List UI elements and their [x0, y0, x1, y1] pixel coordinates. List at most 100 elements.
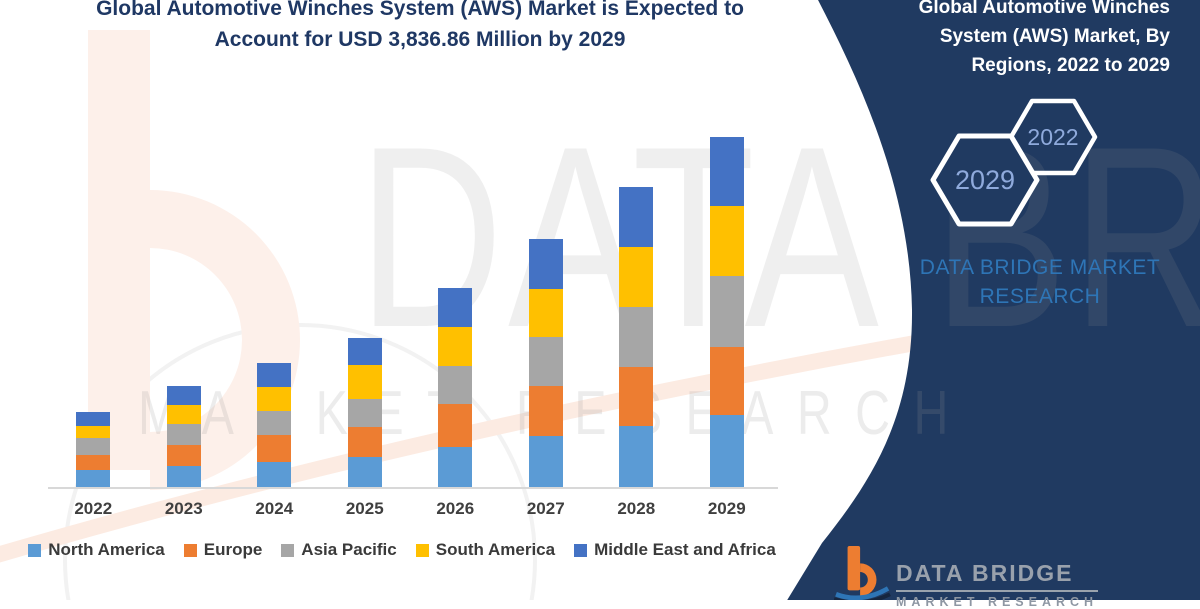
segment-europe-2024	[257, 435, 292, 462]
bar-slot-2023	[139, 130, 230, 487]
x-axis-label-2023: 2023	[164, 499, 203, 518]
segment-middle-east-and-africa-2024	[257, 362, 292, 388]
segment-europe-2023	[166, 444, 201, 466]
x-axis-label-2028: 2028	[617, 499, 656, 518]
bar-slot-2027	[501, 130, 592, 487]
right-panel-path	[787, 0, 1200, 600]
legend-label-europe: Europe	[203, 540, 263, 559]
segment-north-america-2028	[619, 425, 654, 487]
segment-middle-east-and-africa-2023	[166, 386, 201, 405]
panel-brand-line2: RESEARCH	[979, 285, 1101, 308]
legend-swatch-asia-pacific	[281, 543, 295, 557]
bar-slot-2029	[682, 130, 773, 487]
segment-south-america-2023	[166, 404, 201, 424]
legend-swatch-middle-east-and-africa	[574, 543, 588, 557]
segment-south-america-2029	[709, 206, 744, 276]
segment-north-america-2023	[166, 466, 201, 487]
legend-swatch-south-america	[415, 543, 429, 557]
legend-label-north-america: North America	[48, 540, 165, 559]
segment-asia-pacific-2028	[619, 306, 654, 368]
segment-asia-pacific-2029	[709, 275, 744, 348]
segment-asia-pacific-2022	[76, 438, 111, 455]
bar-slot-2026	[410, 130, 501, 487]
footer-brand-subtitle: MARKET RESEARCH	[896, 595, 1099, 609]
segment-middle-east-and-africa-2027	[528, 238, 563, 290]
panel-title-line2: System (AWS) Market, By	[939, 26, 1170, 47]
stacked-bar-2029	[709, 136, 744, 487]
chart-title-line1: Global Automotive Winches System (AWS) M…	[96, 0, 744, 20]
segment-asia-pacific-2026	[438, 366, 473, 405]
stacked-bar-chart	[48, 130, 772, 487]
watermark-circle	[63, 323, 537, 600]
segment-europe-2025	[347, 427, 382, 457]
chart-title-line2: Account for USD 3,836.86 Million by 2029	[214, 28, 626, 51]
panel-title: Global Automotive Winches System (AWS) M…	[860, 0, 1170, 80]
footer-brand-block: DATA BRIDGE MARKET RESEARCH	[896, 560, 1099, 609]
segment-south-america-2024	[257, 387, 292, 411]
segment-north-america-2025	[347, 456, 382, 487]
stacked-bar-2028	[619, 187, 654, 487]
legend-label-middle-east-and-africa: Middle East and Africa	[594, 540, 776, 559]
panel-title-line3: Regions, 2022 to 2029	[971, 55, 1170, 76]
segment-north-america-2027	[528, 435, 563, 487]
stacked-bar-2025	[347, 337, 382, 487]
segment-middle-east-and-africa-2028	[619, 187, 654, 247]
x-axis-label-2029: 2029	[707, 499, 746, 518]
segment-asia-pacific-2027	[528, 337, 563, 386]
segment-south-america-2028	[619, 246, 654, 307]
x-axis-label-2025: 2025	[345, 499, 384, 518]
segment-south-america-2022	[76, 425, 111, 439]
bar-slot-2025	[320, 130, 411, 487]
x-axis-label-2022: 2022	[74, 499, 113, 518]
year-hexagons: 2022 2029	[930, 98, 1098, 227]
segment-middle-east-and-africa-2029	[709, 136, 744, 207]
segment-europe-2022	[76, 454, 111, 470]
stacked-bar-2027	[528, 238, 563, 487]
segment-middle-east-and-africa-2025	[347, 337, 382, 365]
footer-logo-icon	[834, 546, 891, 600]
footer-logo-b-stem	[847, 546, 861, 591]
x-axis-label-2027: 2027	[526, 499, 565, 518]
segment-asia-pacific-2023	[166, 423, 201, 445]
bar-slot-2024	[229, 130, 320, 487]
segment-south-america-2026	[438, 327, 473, 367]
legend-item-asia-pacific: Asia Pacific	[281, 540, 397, 560]
legend-item-middle-east-and-africa: Middle East and Africa	[574, 540, 776, 560]
segment-north-america-2022	[76, 469, 111, 487]
x-axis-line	[48, 487, 778, 489]
segment-europe-2027	[528, 385, 563, 436]
segment-north-america-2029	[709, 415, 744, 487]
footer-logo-b-bowl	[860, 563, 877, 597]
segment-europe-2026	[438, 404, 473, 447]
panel-brand-line1: DATA BRIDGE MARKET	[919, 256, 1161, 279]
hexagon-2029	[930, 133, 1040, 227]
segment-asia-pacific-2024	[257, 410, 292, 436]
segment-north-america-2026	[438, 446, 473, 487]
hexagon-2029-label: 2029	[955, 165, 1015, 195]
segment-europe-2029	[709, 347, 744, 416]
legend-item-south-america: South America	[415, 540, 555, 560]
segment-asia-pacific-2025	[347, 398, 382, 428]
watermark-b-stem	[88, 30, 150, 470]
chart-legend: North America Europe Asia Pacific South Ame…	[20, 540, 784, 560]
stacked-bar-2024	[257, 362, 292, 487]
footer-logo-swoosh-dark	[834, 592, 891, 600]
legend-swatch-europe	[183, 543, 197, 557]
legend-label-asia-pacific: Asia Pacific	[301, 540, 397, 559]
footer-logo-swoosh	[835, 586, 890, 600]
footer-brand-name: DATA BRIDGE	[896, 560, 1099, 592]
stacked-bar-2022	[76, 411, 111, 487]
legend-item-north-america: North America	[28, 540, 165, 560]
panel-title-line1: Global Automotive Winches	[918, 0, 1170, 18]
segment-south-america-2025	[347, 364, 382, 399]
bar-slot-2028	[591, 130, 682, 487]
segment-middle-east-and-africa-2026	[438, 288, 473, 328]
x-axis-label-2024: 2024	[255, 499, 294, 518]
segment-south-america-2027	[528, 289, 563, 338]
panel-brand-name: DATA BRIDGE MARKET RESEARCH	[890, 253, 1190, 311]
bar-slot-2022	[48, 130, 139, 487]
hexagon-2022-label: 2022	[1027, 124, 1078, 150]
segment-north-america-2024	[257, 461, 292, 487]
